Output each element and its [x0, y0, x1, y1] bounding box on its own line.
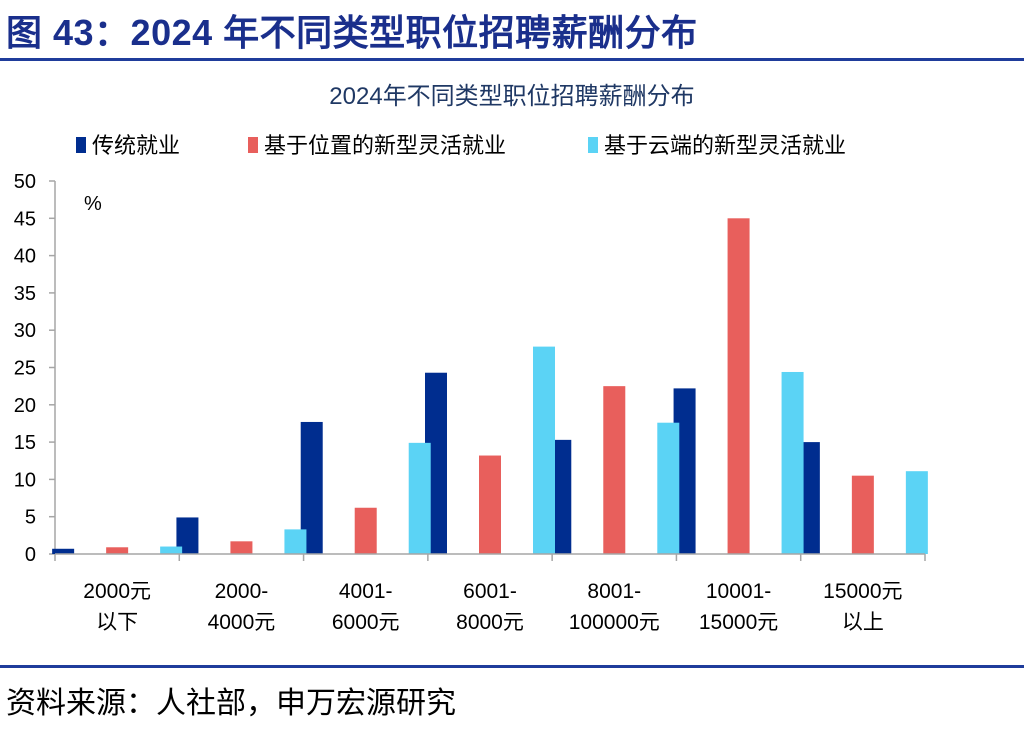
- top-divider: [0, 58, 1024, 61]
- bar: [160, 546, 183, 554]
- bar: [106, 547, 129, 554]
- x-tick-label: 2000-: [215, 580, 269, 603]
- legend: 传统就业 基于位置的新型灵活就业 基于云端的新型灵活就业: [76, 133, 846, 158]
- y-tick-label: 5: [25, 507, 36, 529]
- legend-label: 传统就业: [92, 133, 180, 158]
- legend-label: 基于位置的新型灵活就业: [264, 133, 506, 158]
- bar: [52, 548, 75, 554]
- y-tick-label: 20: [14, 395, 36, 417]
- x-tick-label: 10001-: [706, 580, 771, 603]
- x-tick-label: 4001-: [339, 580, 393, 603]
- bar: [533, 346, 555, 554]
- chart-title: 2024年不同类型职位招聘薪酬分布: [329, 83, 694, 110]
- y-unit-label: %: [84, 193, 102, 215]
- legend-label: 基于云端的新型灵活就业: [604, 133, 846, 158]
- bar: [727, 218, 750, 555]
- x-tick-label: 以下: [96, 611, 138, 634]
- y-tick-label: 40: [14, 246, 36, 268]
- x-tick-label: 15000元: [823, 580, 902, 603]
- x-tick-label: 100000元: [569, 611, 660, 634]
- bar: [781, 371, 804, 554]
- x-tick-label: 6001-: [463, 580, 517, 603]
- bottom-divider: [0, 665, 1024, 668]
- y-tick-label: 0: [25, 544, 36, 566]
- bar: [354, 507, 377, 554]
- y-tick-label: 15: [14, 432, 36, 454]
- bars: [52, 218, 928, 555]
- legend-swatch: [76, 137, 86, 153]
- x-tick-label: 15000元: [699, 611, 778, 634]
- bar-chart: 2024年不同类型职位招聘薪酬分布 传统就业 基于位置的新型灵活就业 基于云端的新型…: [14, 83, 928, 634]
- y-tick-label: 10: [14, 469, 36, 491]
- y-tick-label: 50: [14, 171, 36, 193]
- source-note: 资料来源：人社部，申万宏源研究: [6, 687, 456, 720]
- bar: [905, 471, 928, 554]
- x-tick-label: 8000元: [456, 611, 524, 634]
- y-tick-label: 45: [14, 208, 36, 230]
- bar: [851, 475, 874, 554]
- x-tick-label: 6000元: [332, 611, 400, 634]
- bar: [408, 442, 431, 554]
- x-tick-label: 以上: [842, 611, 884, 634]
- y-tick-label: 30: [14, 320, 36, 342]
- bar: [230, 541, 253, 554]
- x-tick-label: 2000元: [83, 580, 151, 603]
- y-tick-label: 35: [14, 283, 36, 305]
- x-tick-label: 4000元: [208, 611, 276, 634]
- figure-title: 图 43：2024 年不同类型职位招聘薪酬分布: [6, 12, 698, 53]
- bar: [657, 422, 680, 554]
- y-tick-label: 25: [14, 358, 36, 380]
- y-axis: 0 5 10 15 20 25 30 35 40 45 50: [14, 171, 56, 566]
- bar: [284, 529, 307, 554]
- bar: [603, 386, 626, 554]
- bar: [479, 455, 501, 554]
- legend-swatch: [588, 137, 598, 153]
- legend-swatch: [248, 137, 258, 153]
- x-tick-label: 8001-: [587, 580, 641, 603]
- bar: [176, 517, 199, 554]
- bar: [300, 421, 323, 554]
